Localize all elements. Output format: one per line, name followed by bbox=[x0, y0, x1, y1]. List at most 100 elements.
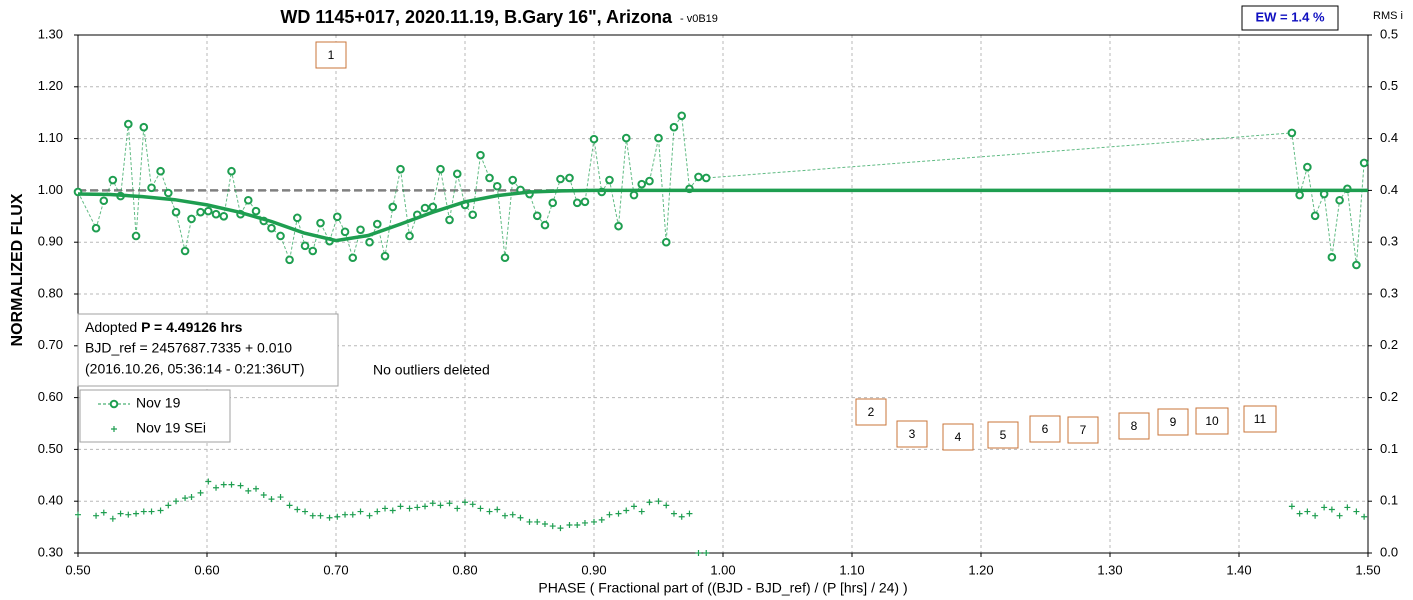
marker bbox=[267, 223, 276, 233]
marker bbox=[1288, 503, 1295, 510]
marker bbox=[437, 502, 444, 509]
marker bbox=[581, 519, 588, 526]
y-tick-label: 1.20 bbox=[38, 78, 63, 93]
badge: EW = 1.4 % bbox=[1256, 9, 1325, 24]
marker bbox=[374, 508, 381, 515]
marker bbox=[227, 166, 236, 176]
marker bbox=[663, 502, 670, 509]
annotation-box bbox=[987, 421, 1019, 449]
marker bbox=[100, 509, 107, 516]
marker bbox=[148, 508, 155, 515]
marker bbox=[326, 514, 333, 521]
y-tick-label: 0.70 bbox=[38, 337, 63, 352]
marker bbox=[572, 198, 582, 208]
marker bbox=[348, 253, 358, 263]
marker bbox=[661, 237, 671, 247]
marker bbox=[614, 221, 623, 231]
marker bbox=[245, 487, 252, 494]
marker bbox=[1335, 195, 1344, 205]
marker bbox=[486, 508, 493, 515]
marker bbox=[1296, 510, 1303, 517]
marker bbox=[500, 253, 510, 263]
x-tick-label: 1.10 bbox=[839, 562, 864, 577]
y2-tick-label: 0.1 bbox=[1380, 441, 1398, 456]
marker bbox=[655, 498, 662, 505]
marker bbox=[308, 246, 318, 256]
marker bbox=[165, 502, 172, 509]
marker bbox=[131, 231, 141, 241]
marker bbox=[219, 212, 229, 221]
x-tick-label: 1.20 bbox=[968, 562, 993, 577]
plot-border bbox=[77, 34, 1369, 554]
marker bbox=[414, 504, 421, 511]
marker bbox=[485, 173, 494, 183]
y-tick-label: 0.60 bbox=[38, 389, 63, 404]
marker bbox=[302, 508, 309, 515]
marker bbox=[541, 520, 548, 527]
marker bbox=[548, 198, 558, 208]
annotation-box bbox=[1067, 416, 1099, 444]
marker bbox=[1353, 508, 1360, 515]
annotation-label: 1 bbox=[328, 48, 335, 62]
marker bbox=[203, 206, 213, 216]
model-line bbox=[77, 188, 1368, 243]
y2-tick-label: 0.1 bbox=[1380, 493, 1398, 508]
y-tick-label: 0.30 bbox=[38, 544, 63, 559]
annotation-box bbox=[1195, 407, 1229, 435]
marker bbox=[589, 134, 599, 144]
x-axis-label: PHASE ( Fractional part of ((BJD - BJD_r… bbox=[538, 580, 907, 596]
marker bbox=[276, 231, 285, 241]
marker bbox=[566, 522, 573, 529]
marker bbox=[182, 495, 189, 502]
marker bbox=[286, 502, 293, 509]
marker bbox=[1327, 252, 1337, 262]
marker bbox=[260, 491, 267, 498]
marker bbox=[332, 212, 342, 222]
marker bbox=[574, 522, 581, 529]
y-tick-label: 0.40 bbox=[38, 493, 63, 508]
marker bbox=[133, 510, 140, 517]
marker bbox=[701, 173, 711, 183]
marker bbox=[420, 203, 430, 213]
marker bbox=[492, 181, 502, 191]
info-line: BJD_ref = 2457687.7335 + 0.010 bbox=[85, 340, 292, 356]
x-tick-label: 1.00 bbox=[710, 562, 735, 577]
note: No outliers deleted bbox=[373, 362, 490, 378]
marker bbox=[501, 512, 508, 519]
y2-tick-label: 0.4 bbox=[1380, 182, 1398, 197]
marker bbox=[1336, 512, 1343, 519]
y2-tick-label: 0.3 bbox=[1380, 285, 1398, 300]
marker bbox=[557, 525, 564, 532]
marker bbox=[406, 505, 413, 512]
annotation-label: 5 bbox=[1000, 428, 1007, 442]
marker bbox=[388, 202, 398, 212]
marker bbox=[117, 510, 124, 517]
marker bbox=[1287, 128, 1297, 138]
marker bbox=[556, 174, 565, 184]
marker bbox=[517, 514, 524, 521]
marker bbox=[211, 209, 221, 219]
y-tick-label: 1.30 bbox=[38, 26, 63, 41]
marker bbox=[294, 506, 301, 513]
annotation-label: 7 bbox=[1080, 423, 1087, 437]
marker bbox=[196, 207, 205, 217]
marker bbox=[1344, 504, 1351, 511]
connector-line bbox=[77, 114, 1365, 266]
annotation-label: 6 bbox=[1042, 422, 1049, 436]
marker bbox=[1304, 508, 1311, 515]
marker bbox=[669, 122, 679, 132]
y2-tick-label: 0.2 bbox=[1380, 389, 1398, 404]
marker bbox=[580, 197, 590, 207]
x-tick-label: 1.50 bbox=[1355, 562, 1380, 577]
marker bbox=[180, 246, 190, 256]
y-tick-label: 1.10 bbox=[38, 130, 63, 145]
x-tick-label: 0.80 bbox=[452, 562, 477, 577]
marker bbox=[188, 494, 195, 501]
y2-tick-label: 0.4 bbox=[1380, 130, 1398, 145]
marker bbox=[382, 505, 389, 512]
marker bbox=[220, 481, 227, 488]
marker bbox=[677, 111, 687, 121]
marker bbox=[156, 166, 165, 176]
marker bbox=[1321, 504, 1328, 511]
marker bbox=[356, 225, 365, 235]
